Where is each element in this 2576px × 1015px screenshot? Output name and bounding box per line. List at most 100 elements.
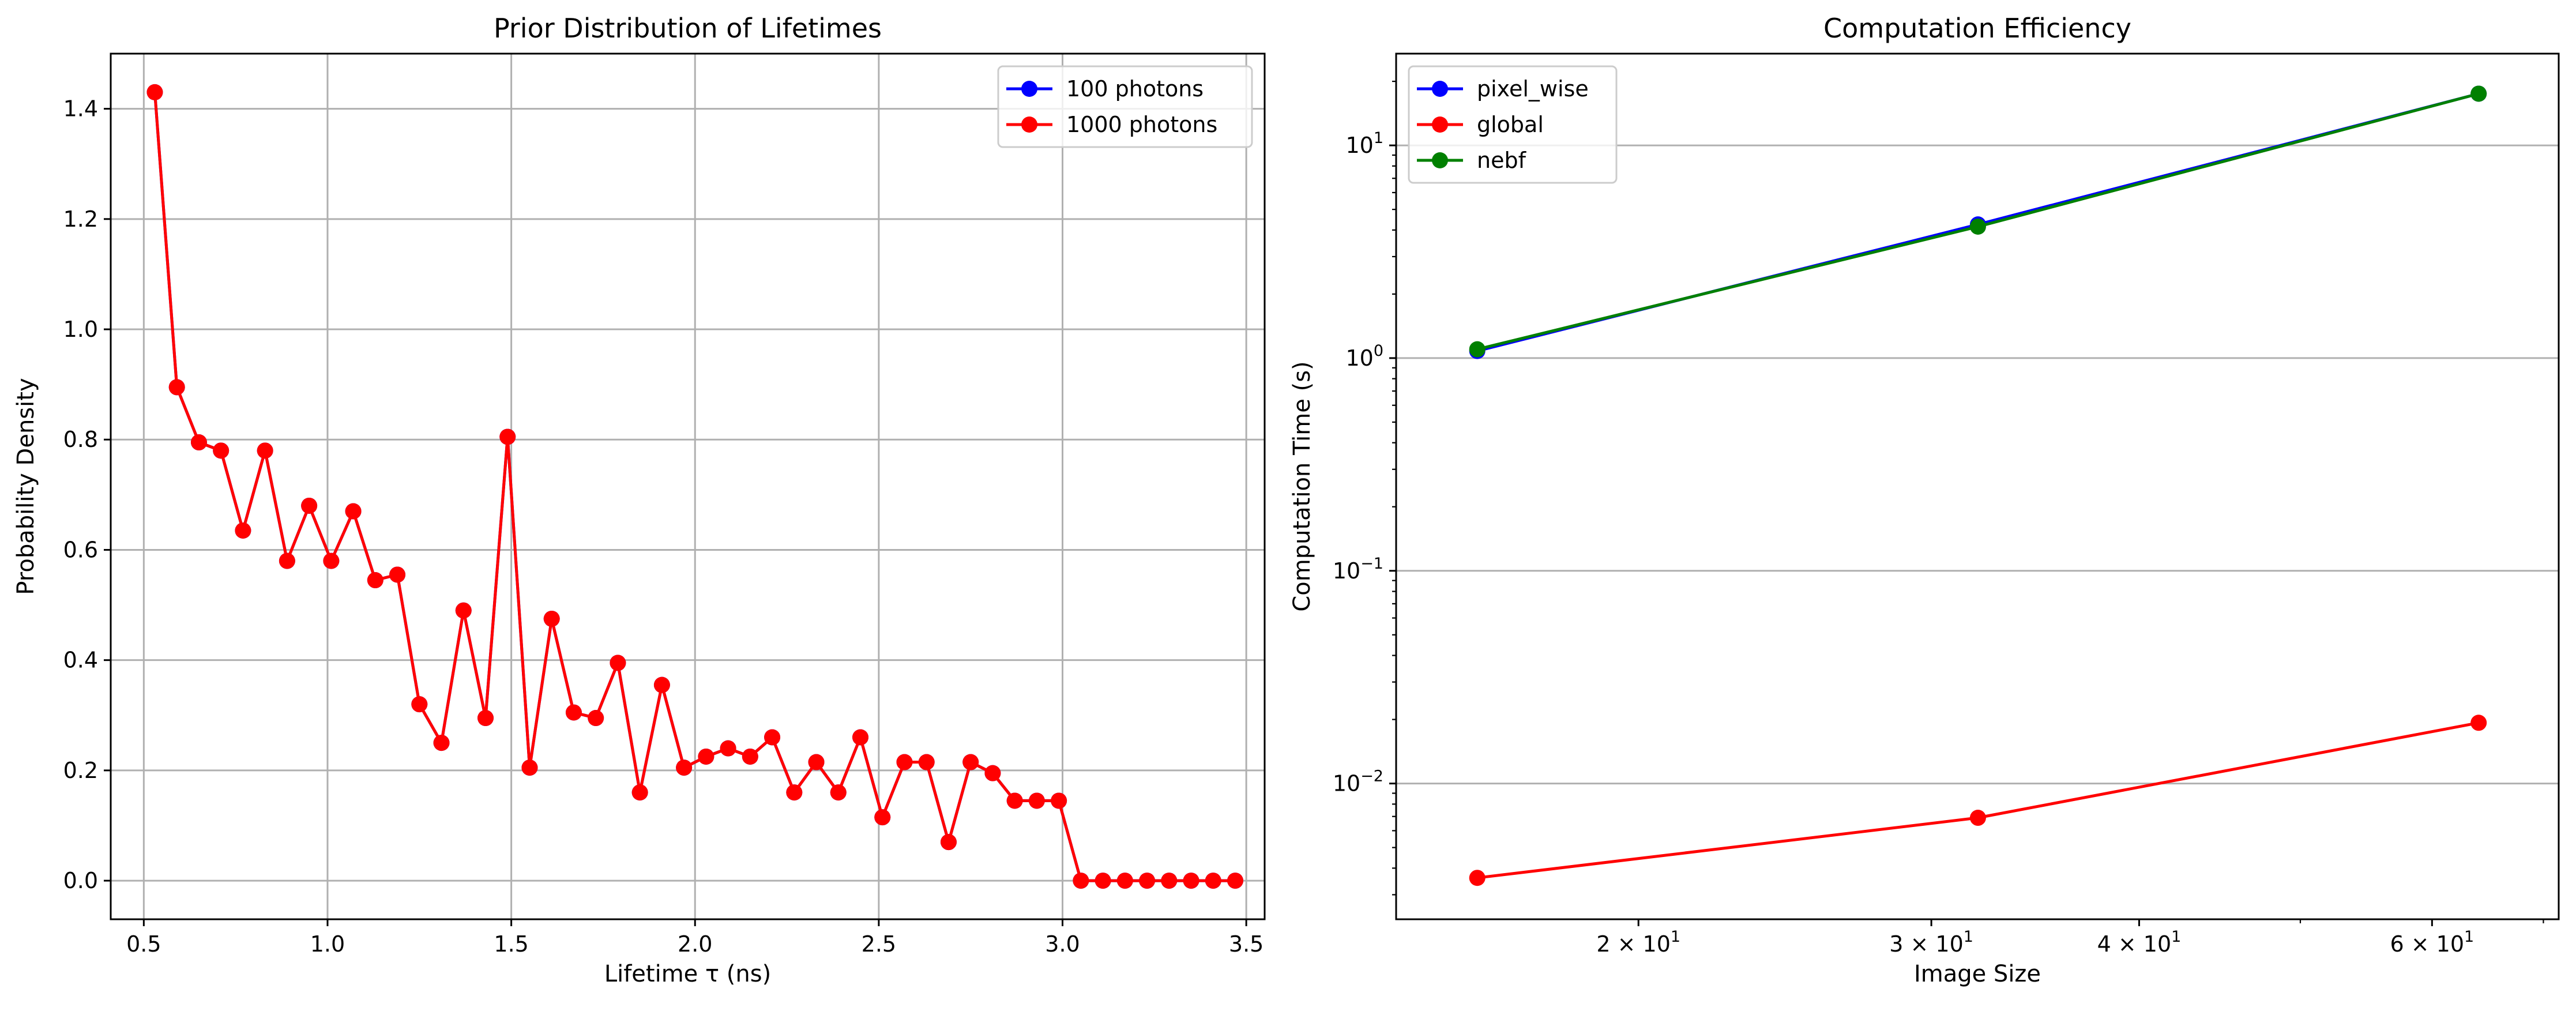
lifetime-point-1000-photons-28 (764, 729, 781, 746)
lifetime-point-1000-photons-46 (1161, 873, 1178, 889)
lifetime-point-1000-photons-45 (1139, 873, 1156, 889)
efficiency-legend-marker-pixel-wise (1432, 81, 1448, 97)
lifetime-point-1000-photons-41 (1051, 792, 1067, 809)
efficiency-point-nebf-2 (2470, 85, 2487, 102)
lifetime-chart-legend: 100 photons 1000 photons (997, 65, 1253, 148)
lifetime-xtick-label-4: 2.5 (862, 931, 896, 957)
lifetime-point-1000-photons-3 (213, 442, 230, 459)
efficiency-chart-xlabel: Image Size (1914, 961, 2041, 987)
lifetime-chart-frame (110, 52, 1266, 920)
lifetime-point-1000-photons-25 (698, 748, 714, 765)
lifetime-ytick-label-4: 0.8 (63, 427, 98, 452)
lifetime-point-1000-photons-29 (786, 784, 803, 801)
lifetime-chart: 0.5 1.0 1.5 2.0 2.5 3.0 3.5 0.0 0.2 0.4 0.6 0.8 1.0 1… (13, 13, 1266, 987)
efficiency-ytick-label-3: 101 (1345, 129, 1383, 158)
lifetime-point-1000-photons-49 (1227, 873, 1244, 889)
lifetime-point-1000-photons-19 (565, 704, 582, 721)
efficiency-chart-title: Computation Efficiency (1823, 13, 2131, 44)
lifetime-point-1000-photons-4 (235, 522, 251, 539)
efficiency-chart-frame (1395, 52, 2560, 920)
lifetime-point-1000-photons-1 (168, 379, 185, 396)
lifetime-point-1000-photons-2 (190, 434, 207, 451)
efficiency-xtick-label-3: 6 × 101 (2390, 928, 2474, 957)
lifetime-point-1000-photons-7 (301, 497, 318, 514)
lifetime-point-1000-photons-26 (720, 740, 736, 757)
lifetime-point-1000-photons-10 (367, 572, 383, 589)
lifetime-point-1000-photons-39 (1006, 792, 1023, 809)
efficiency-point-nebf-0 (1469, 341, 1486, 358)
lifetime-point-1000-photons-5 (257, 442, 273, 459)
lifetime-point-1000-photons-0 (146, 84, 163, 100)
lifetime-xtick-label-3: 2.0 (678, 931, 712, 957)
efficiency-legend-label-nebf: nebf (1477, 148, 1527, 173)
efficiency-point-global-2 (2470, 715, 2487, 731)
lifetime-point-1000-photons-35 (918, 754, 935, 770)
lifetime-point-1000-photons-32 (852, 729, 869, 746)
efficiency-point-global-1 (1969, 810, 1986, 826)
lifetime-point-1000-photons-22 (631, 784, 648, 801)
lifetime-legend-marker-1000-photons (1021, 116, 1037, 133)
lifetime-point-1000-photons-48 (1205, 873, 1221, 889)
lifetime-point-1000-photons-12 (411, 696, 428, 713)
lifetime-point-1000-photons-36 (940, 834, 957, 851)
efficiency-legend-box (1408, 65, 1618, 184)
lifetime-legend-label-1000-photons: 1000 photons (1066, 112, 1217, 137)
lifetime-ytick-label-1: 0.2 (63, 758, 98, 783)
lifetime-point-1000-photons-23 (653, 676, 670, 693)
lifetime-point-1000-photons-44 (1116, 873, 1133, 889)
lifetime-point-1000-photons-15 (477, 710, 494, 727)
lifetime-ytick-label-6: 1.2 (63, 206, 98, 232)
efficiency-series-line-global (1477, 721, 2479, 879)
efficiency-ytick-label-2: 100 (1345, 342, 1383, 371)
efficiency-legend-marker-global (1432, 116, 1448, 133)
lifetime-point-1000-photons-11 (389, 566, 406, 583)
lifetime-point-1000-photons-47 (1183, 873, 1199, 889)
lifetime-point-1000-photons-16 (499, 428, 516, 445)
lifetime-point-1000-photons-24 (676, 760, 693, 776)
lifetime-legend-box (997, 65, 1253, 148)
lifetime-legend-marker-100-photons (1021, 81, 1037, 97)
lifetime-chart-ylabel: Probability Density (13, 378, 39, 595)
lifetime-point-1000-photons-33 (874, 809, 891, 826)
lifetime-legend-label-100-photons: 100 photons (1066, 76, 1204, 102)
lifetime-ytick-label-2: 0.4 (63, 648, 98, 673)
efficiency-point-nebf-1 (1969, 218, 1986, 235)
lifetime-xtick-label-5: 3.0 (1045, 931, 1080, 957)
lifetime-point-1000-photons-27 (742, 748, 758, 765)
lifetime-point-1000-photons-30 (808, 754, 825, 770)
efficiency-chart: 2 × 101 3 × 101 4 × 101 6 × 101 10−2 10−1 100 1… (1289, 13, 2560, 987)
efficiency-ytick-label-1: 10−1 (1333, 555, 1383, 584)
lifetime-xtick-label-0: 0.5 (126, 931, 161, 957)
lifetime-point-1000-photons-21 (610, 655, 626, 671)
lifetime-point-1000-photons-42 (1073, 873, 1089, 889)
lifetime-point-1000-photons-40 (1028, 792, 1045, 809)
efficiency-legend-label-pixel-wise: pixel_wise (1477, 76, 1589, 102)
lifetime-ytick-label-7: 1.4 (63, 96, 98, 122)
efficiency-chart-ylabel: Computation Time (s) (1289, 361, 1315, 611)
lifetime-point-1000-photons-18 (543, 610, 560, 627)
lifetime-point-1000-photons-31 (830, 784, 847, 801)
lifetime-point-1000-photons-8 (323, 552, 340, 569)
efficiency-legend-label-global: global (1477, 112, 1544, 137)
efficiency-xtick-label-1: 3 × 101 (1889, 928, 1973, 957)
efficiency-legend-marker-nebf (1432, 152, 1448, 168)
lifetime-xtick-label-6: 3.5 (1229, 931, 1263, 957)
lifetime-point-1000-photons-9 (345, 503, 362, 520)
lifetime-point-1000-photons-38 (984, 765, 1001, 781)
lifetime-chart-title: Prior Distribution of Lifetimes (494, 13, 882, 44)
efficiency-ytick-label-0: 10−2 (1333, 768, 1383, 796)
lifetime-point-1000-photons-37 (962, 754, 979, 770)
lifetime-point-1000-photons-17 (521, 760, 538, 776)
lifetime-chart-xlabel: Lifetime τ (ns) (604, 961, 771, 987)
efficiency-xtick-label-0: 2 × 101 (1596, 928, 1680, 957)
lifetime-point-1000-photons-43 (1095, 873, 1111, 889)
lifetime-ytick-label-0: 0.0 (63, 868, 98, 893)
lifetime-xtick-label-2: 1.5 (494, 931, 528, 957)
lifetime-ytick-label-5: 1.0 (63, 317, 98, 342)
lifetime-point-1000-photons-34 (896, 754, 913, 770)
lifetime-point-1000-photons-20 (588, 710, 604, 727)
lifetime-ytick-label-3: 0.6 (63, 537, 98, 562)
lifetime-xtick-label-1: 1.0 (310, 931, 345, 957)
